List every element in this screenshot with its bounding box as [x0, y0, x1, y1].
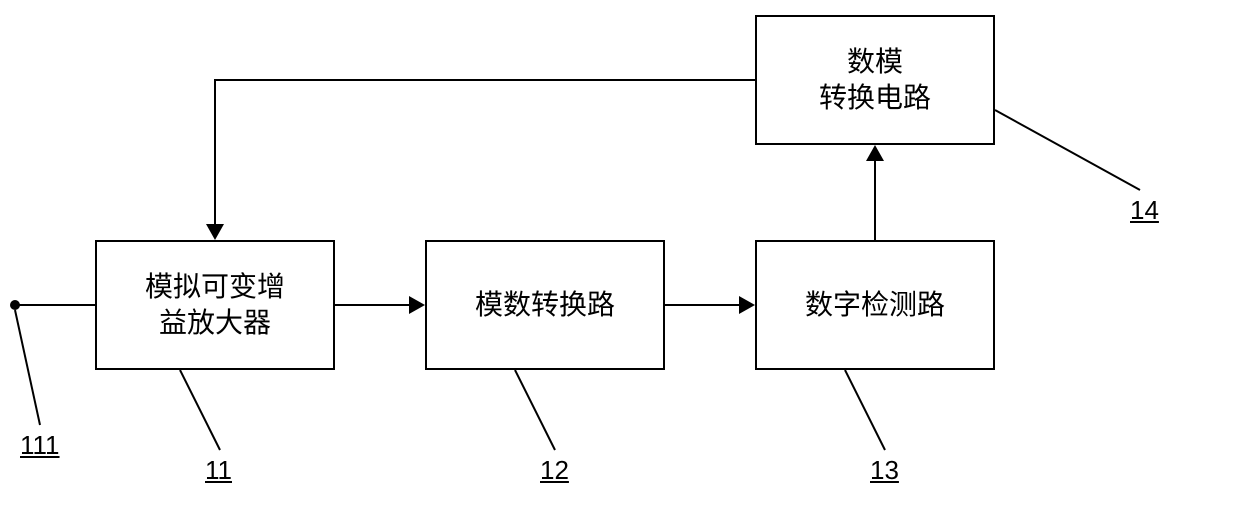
- edge-line: [15, 304, 95, 306]
- node-dac: 数模 转换电路: [755, 15, 995, 145]
- node-text-line: 转换电路: [819, 80, 931, 116]
- node-text-line: 模数转换路: [475, 287, 615, 323]
- ref-label-12: 12: [540, 455, 569, 486]
- edge-line: [665, 304, 739, 306]
- ref-label-13: 13: [870, 455, 899, 486]
- edge-line: [335, 304, 409, 306]
- node-digital-detect: 数字检测路: [755, 240, 995, 370]
- node-text-line: 模拟可变增: [145, 269, 285, 305]
- ref-label-11: 11: [205, 455, 232, 486]
- arrow-head-up-icon: [866, 145, 884, 161]
- arrow-head-right-icon: [739, 296, 755, 314]
- arrow-head-right-icon: [409, 296, 425, 314]
- node-adc: 模数转换路: [425, 240, 665, 370]
- ref-label-111: 111: [20, 430, 60, 461]
- edge-line: [874, 161, 876, 240]
- edge-line: [214, 79, 755, 81]
- node-analog-vga: 模拟可变增 益放大器: [95, 240, 335, 370]
- arrow-head-down-icon: [206, 224, 224, 240]
- diagram-canvas: 模拟可变增 益放大器 模数转换路 数字检测路 数模 转换电路 111 11 12…: [0, 0, 1240, 515]
- ref-label-14: 14: [1130, 195, 1159, 226]
- node-text-line: 数字检测路: [805, 287, 945, 323]
- node-text-line: 益放大器: [159, 305, 271, 341]
- edge-line: [214, 79, 216, 224]
- node-text-line: 数模: [847, 44, 903, 80]
